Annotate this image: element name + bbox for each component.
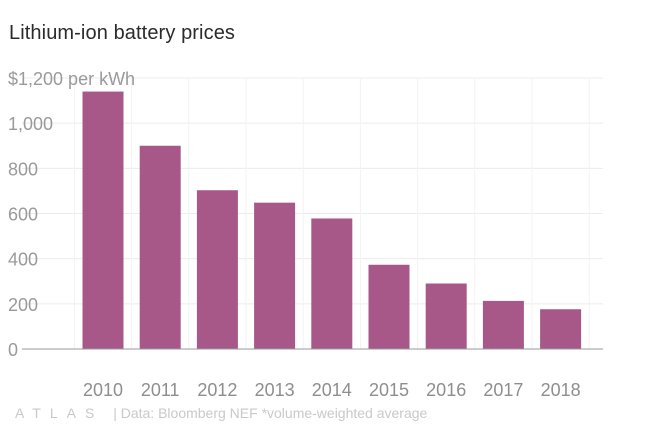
bar-2011 — [139, 145, 181, 349]
bar-chart: 0 200 400 600 800 1,000 $1,200 per kWh 2010 2011… — [8, 69, 603, 400]
chart-title: Lithium-ion battery prices — [9, 22, 236, 44]
bar-2015 — [368, 264, 410, 349]
y-tick-label: 200 — [8, 295, 38, 315]
x-tick-label: 2017 — [483, 380, 523, 400]
x-tick-label: 2018 — [541, 380, 581, 400]
y-tick-label: 1,000 — [8, 114, 53, 134]
y-unit-label: $1,200 per kWh — [8, 69, 135, 89]
bar-2013 — [254, 202, 296, 349]
x-tick-label: 2010 — [83, 380, 123, 400]
bar-2017 — [482, 300, 524, 349]
bar-2012 — [196, 190, 238, 349]
x-tick-label: 2015 — [369, 380, 409, 400]
x-tick-label: 2013 — [255, 380, 295, 400]
bar-2014 — [311, 218, 353, 349]
x-tick-label: 2016 — [426, 380, 466, 400]
bar-2018 — [540, 309, 582, 349]
x-tick-label: 2014 — [312, 380, 352, 400]
source-note: | Data: Bloomberg NEF *volume-weighted a… — [113, 405, 428, 421]
atlas-logo: ATLAS — [15, 405, 104, 421]
x-tick-label: 2011 — [141, 380, 180, 400]
chart-footer: ATLAS | Data: Bloomberg NEF *volume-weig… — [15, 405, 427, 421]
y-tick-label: 600 — [8, 205, 38, 225]
bar-2010 — [82, 91, 124, 350]
bar-2016 — [425, 283, 467, 349]
y-tick-label: 400 — [8, 250, 38, 270]
x-tick-label: 2012 — [197, 380, 237, 400]
y-tick-label: 800 — [8, 159, 38, 179]
y-tick-label: 0 — [8, 340, 18, 360]
